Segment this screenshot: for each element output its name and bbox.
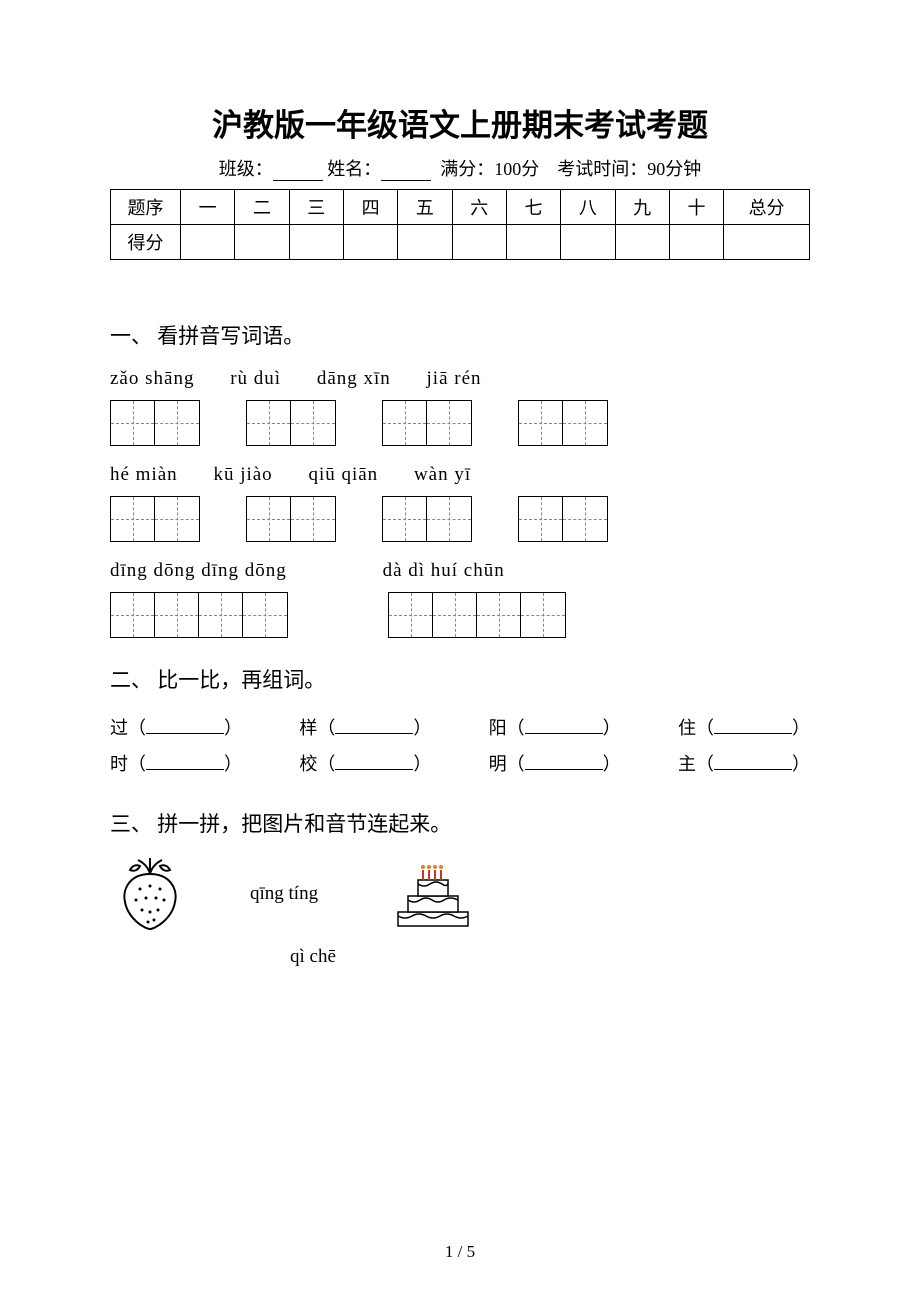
pinyin-group: dāng xīn (317, 368, 391, 390)
compare-blank[interactable] (146, 752, 224, 770)
exam-subtitle: 班级： 姓名： 满分：100分 考试时间：90分钟 (110, 155, 810, 181)
box-row (110, 400, 810, 446)
name-blank[interactable] (381, 163, 431, 181)
char-box[interactable] (110, 496, 200, 542)
th-cell: 十 (669, 190, 723, 225)
pinyin-group: wàn yī (414, 464, 471, 486)
box-row (110, 592, 810, 638)
pinyin-group: zǎo shāng (110, 368, 194, 390)
th-cell: 九 (615, 190, 669, 225)
char-box[interactable] (246, 496, 336, 542)
compare-item: 时（） (110, 746, 242, 782)
pinyin-group: qiū qiān (308, 464, 378, 486)
score-label-cell: 得分 (111, 225, 181, 260)
compare-item: 阳（） (489, 710, 621, 746)
pinyin-row: zǎo shāng rù duì dāng xīn jiā rén (110, 368, 810, 390)
score-cell[interactable] (452, 225, 506, 260)
compare-blank[interactable] (335, 752, 413, 770)
full-score-label: 满分：100分 (440, 159, 539, 179)
char-box[interactable] (110, 592, 288, 638)
section3-heading: 三、 拼一拼，把图片和音节连起来。 (110, 808, 810, 838)
pinyin-group: dà dì huí chūn (383, 560, 505, 582)
cake-icon (388, 854, 468, 934)
exam-time-label: 考试时间：90分钟 (557, 159, 701, 179)
score-table: 题序 一 二 三 四 五 六 七 八 九 十 总分 得分 (110, 189, 810, 260)
th-cell: 六 (452, 190, 506, 225)
pinyin-row: hé miàn kū jiào qiū qiān wàn yī (110, 464, 810, 486)
score-cell[interactable] (561, 225, 615, 260)
compare-row: 时（） 校（） 明（） 主（） (110, 746, 810, 782)
table-row: 得分 (111, 225, 810, 260)
th-cell: 四 (343, 190, 397, 225)
exam-title: 沪教版一年级语文上册期末考试考题 (110, 100, 810, 145)
pinyin-row: dīng dōng dīng dōng dà dì huí chūn (110, 560, 810, 582)
compare-blank[interactable] (714, 716, 792, 734)
th-cell: 一 (181, 190, 235, 225)
score-cell[interactable] (235, 225, 289, 260)
th-cell: 题序 (111, 190, 181, 225)
compare-blank[interactable] (335, 716, 413, 734)
score-cell[interactable] (289, 225, 343, 260)
score-cell[interactable] (343, 225, 397, 260)
score-cell[interactable] (398, 225, 452, 260)
match-row: qì chē (290, 946, 810, 968)
compare-blank[interactable] (525, 752, 603, 770)
char-box[interactable] (518, 400, 608, 446)
name-label: 姓名： (327, 159, 381, 179)
char-box[interactable] (246, 400, 336, 446)
char-box[interactable] (110, 400, 200, 446)
th-cell: 七 (506, 190, 560, 225)
class-blank[interactable] (273, 163, 323, 181)
strawberry-icon (110, 854, 190, 934)
pinyin-group: dīng dōng dīng dōng (110, 560, 287, 582)
class-label: 班级： (219, 159, 273, 179)
char-box[interactable] (382, 496, 472, 542)
th-cell: 二 (235, 190, 289, 225)
table-row: 题序 一 二 三 四 五 六 七 八 九 十 总分 (111, 190, 810, 225)
th-cell: 三 (289, 190, 343, 225)
section1-heading: 一、 看拼音写词语。 (110, 320, 810, 350)
compare-item: 主（） (678, 746, 810, 782)
pinyin-group: kū jiào (213, 464, 272, 486)
score-cell[interactable] (724, 225, 810, 260)
pinyin-group: jiā rén (427, 368, 482, 390)
pinyin-group: rù duì (230, 368, 281, 390)
score-cell[interactable] (181, 225, 235, 260)
compare-item: 样（） (299, 710, 431, 746)
score-cell[interactable] (506, 225, 560, 260)
char-box[interactable] (382, 400, 472, 446)
compare-blank[interactable] (525, 716, 603, 734)
compare-grid: 过（） 样（） 阳（） 住（） 时（） 校（） 明（） 主（） (110, 710, 810, 782)
th-cell: 八 (561, 190, 615, 225)
compare-blank[interactable] (714, 752, 792, 770)
compare-blank[interactable] (146, 716, 224, 734)
box-row (110, 496, 810, 542)
char-box[interactable] (388, 592, 566, 638)
compare-item: 过（） (110, 710, 242, 746)
page-footer: 1 / 5 (0, 1242, 920, 1262)
score-cell[interactable] (615, 225, 669, 260)
match-row: qīng tíng (110, 854, 810, 934)
score-cell[interactable] (669, 225, 723, 260)
pinyin-group: hé miàn (110, 464, 178, 486)
th-cell: 总分 (724, 190, 810, 225)
compare-item: 明（） (489, 746, 621, 782)
compare-row: 过（） 样（） 阳（） 住（） (110, 710, 810, 746)
compare-item: 住（） (678, 710, 810, 746)
match-label: qīng tíng (250, 883, 318, 905)
match-label: qì chē (290, 946, 336, 968)
section2-heading: 二、 比一比，再组词。 (110, 664, 810, 694)
compare-item: 校（） (299, 746, 431, 782)
th-cell: 五 (398, 190, 452, 225)
char-box[interactable] (518, 496, 608, 542)
